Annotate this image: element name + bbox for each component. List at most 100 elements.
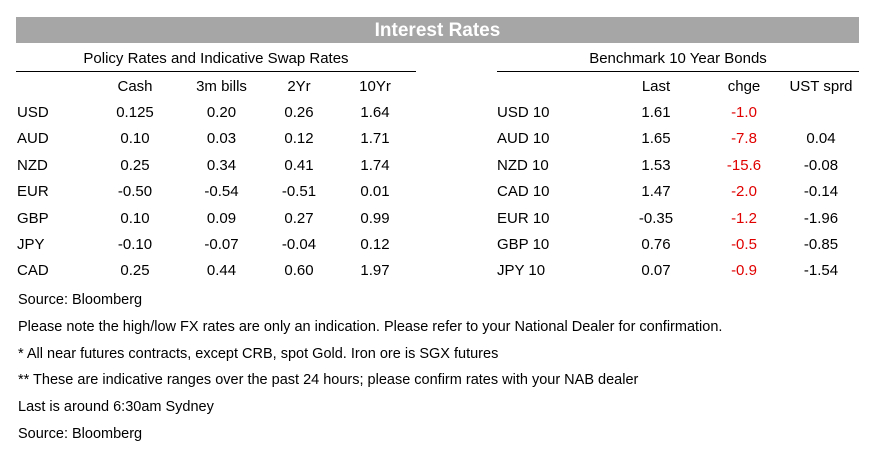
bonds-cell-ust-sprd: -0.85	[803, 236, 839, 254]
bonds-cell-chge: -15.6	[726, 156, 762, 174]
bonds-cell-last: 1.65	[641, 130, 671, 148]
bonds-cell-ust-sprd: -1.96	[803, 209, 839, 227]
bonds-cell-bond: GBP 10	[497, 236, 550, 254]
bonds-cell-bond: CAD 10	[497, 183, 550, 201]
policy-rates-header-row: Cash 3m bills 2Yr 10Yr	[17, 73, 417, 99]
bonds-row: GBP 10 0.76 -0.5 -0.85	[497, 231, 859, 257]
policy-header-2yr: 2Yr	[287, 77, 311, 95]
policy-cell-cash: -0.50	[117, 183, 153, 201]
bonds-cell-last: 0.07	[641, 262, 671, 280]
bonds-divider	[497, 71, 859, 72]
policy-rates-title: Policy Rates and Indicative Swap Rates	[83, 50, 349, 67]
policy-header-3m-bills: 3m bills	[196, 77, 247, 95]
policy-cell-currency: GBP	[17, 209, 49, 227]
policy-cell-2yr: -0.04	[281, 236, 317, 254]
interest-rates-banner: Interest Rates	[16, 17, 859, 43]
policy-cell-2yr: 0.60	[284, 262, 314, 280]
policy-cell-currency: USD	[17, 104, 49, 122]
policy-cell-2yr: 0.12	[284, 130, 314, 148]
bonds-cell-bond: EUR 10	[497, 209, 550, 227]
policy-cell-2yr: -0.51	[281, 183, 317, 201]
policy-header-10yr: 10Yr	[359, 77, 391, 95]
bonds-cell-last: 0.76	[641, 236, 671, 254]
bonds-cell-bond: NZD 10	[497, 156, 549, 174]
footnote-line: ** These are indicative ranges over the …	[18, 372, 639, 389]
policy-cell-currency: CAD	[17, 262, 49, 280]
bonds-cell-ust-sprd: -0.08	[803, 156, 839, 174]
bonds-cell-bond: AUD 10	[497, 130, 550, 148]
bonds-cell-ust-sprd: 0.04	[806, 130, 836, 148]
policy-cell-3m-bills: 0.03	[206, 130, 237, 148]
bonds-cell-last: 1.61	[641, 104, 671, 122]
policy-cell-cash: -0.10	[117, 236, 153, 254]
policy-cell-cash: 0.25	[120, 156, 150, 174]
bonds-header-ust-sprd: UST sprd	[789, 77, 853, 95]
policy-cell-3m-bills: 0.09	[206, 209, 237, 227]
policy-header-cash: Cash	[117, 77, 153, 95]
bonds-header-bond	[497, 73, 607, 99]
policy-cell-3m-bills: -0.54	[204, 183, 239, 201]
bonds-cell-bond: JPY 10	[497, 262, 546, 280]
policy-cell-10yr: 0.99	[360, 209, 390, 227]
footnote-line: Last is around 6:30am Sydney	[18, 399, 214, 416]
policy-rates-table: Cash 3m bills 2Yr 10Yr USD 0.125 0.20 0.26 1…	[17, 73, 417, 284]
policy-cell-3m-bills: 0.34	[206, 156, 237, 174]
bonds-cell-last: 1.47	[641, 183, 671, 201]
bonds-cell-chge: -0.5	[731, 236, 757, 254]
bonds-table: Last chge UST sprd USD 10 1.61 -1.0 AUD 10 1…	[497, 73, 859, 284]
policy-cell-3m-bills: 0.20	[206, 104, 237, 122]
bonds-cell-chge: -1.0	[731, 104, 757, 122]
footnotes: Source: Bloomberg Please note the high/lo…	[18, 287, 722, 448]
bonds-cell-bond: USD 10	[497, 104, 550, 122]
footnote-line: Source: Bloomberg	[18, 292, 143, 308]
policy-row: AUD 0.10 0.03 0.12 1.71	[17, 126, 417, 152]
policy-cell-cash: 0.10	[120, 209, 150, 227]
bonds-header-row: Last chge UST sprd	[497, 73, 859, 99]
bonds-title: Benchmark 10 Year Bonds	[589, 50, 767, 67]
policy-cell-10yr: 1.64	[360, 104, 390, 122]
bonds-cell-chge: -0.9	[731, 262, 757, 280]
bonds-cell-chge: -2.0	[731, 183, 757, 201]
policy-header-currency	[17, 73, 92, 99]
policy-row: GBP 0.10 0.09 0.27 0.99	[17, 205, 417, 231]
policy-cell-3m-bills: -0.07	[204, 236, 239, 254]
bonds-cell-chge: -1.2	[731, 209, 757, 227]
policy-row: JPY -0.10 -0.07 -0.04 0.12	[17, 231, 417, 257]
policy-cell-3m-bills: 0.44	[206, 262, 237, 280]
policy-row: USD 0.125 0.20 0.26 1.64	[17, 99, 417, 125]
policy-cell-currency: NZD	[17, 156, 48, 174]
policy-cell-2yr: 0.41	[284, 156, 314, 174]
bonds-row: NZD 10 1.53 -15.6 -0.08	[497, 152, 859, 178]
bonds-cell-chge: -7.8	[731, 130, 757, 148]
bonds-header-chge: chge	[727, 77, 761, 95]
policy-cell-currency: AUD	[17, 130, 49, 148]
bonds-header-last: Last	[641, 77, 671, 95]
bonds-row: JPY 10 0.07 -0.9 -1.54	[497, 258, 859, 284]
bonds-cell-ust-sprd: -0.14	[803, 183, 839, 201]
bonds-cell-ust-sprd	[783, 99, 859, 125]
bonds-row: USD 10 1.61 -1.0	[497, 99, 859, 125]
bonds-row: AUD 10 1.65 -7.8 0.04	[497, 126, 859, 152]
bonds-cell-last: -0.35	[638, 209, 674, 227]
policy-cell-10yr: 1.74	[360, 156, 390, 174]
policy-cell-currency: JPY	[17, 236, 45, 254]
bonds-row: EUR 10 -0.35 -1.2 -1.96	[497, 205, 859, 231]
policy-cell-10yr: 1.71	[360, 130, 390, 148]
policy-row: EUR -0.50 -0.54 -0.51 0.01	[17, 179, 417, 205]
bonds-cell-ust-sprd: -1.54	[803, 262, 839, 280]
policy-cell-10yr: 0.01	[360, 183, 390, 201]
policy-cell-cash: 0.125	[116, 104, 154, 122]
policy-rates-divider	[16, 71, 416, 72]
policy-cell-10yr: 0.12	[360, 236, 390, 254]
policy-cell-cash: 0.25	[120, 262, 150, 280]
policy-cell-cash: 0.10	[120, 130, 150, 148]
bonds-cell-last: 1.53	[641, 156, 671, 174]
policy-row: NZD 0.25 0.34 0.41 1.74	[17, 152, 417, 178]
policy-cell-currency: EUR	[17, 183, 49, 201]
footnote-line: Source: Bloomberg	[18, 425, 143, 442]
footnote-line: * All near futures contracts, except CRB…	[18, 345, 499, 362]
footnote-line: Please note the high/low FX rates are on…	[18, 318, 723, 335]
policy-row: CAD 0.25 0.44 0.60 1.97	[17, 258, 417, 284]
policy-cell-2yr: 0.27	[284, 209, 314, 227]
policy-cell-2yr: 0.26	[284, 104, 314, 122]
